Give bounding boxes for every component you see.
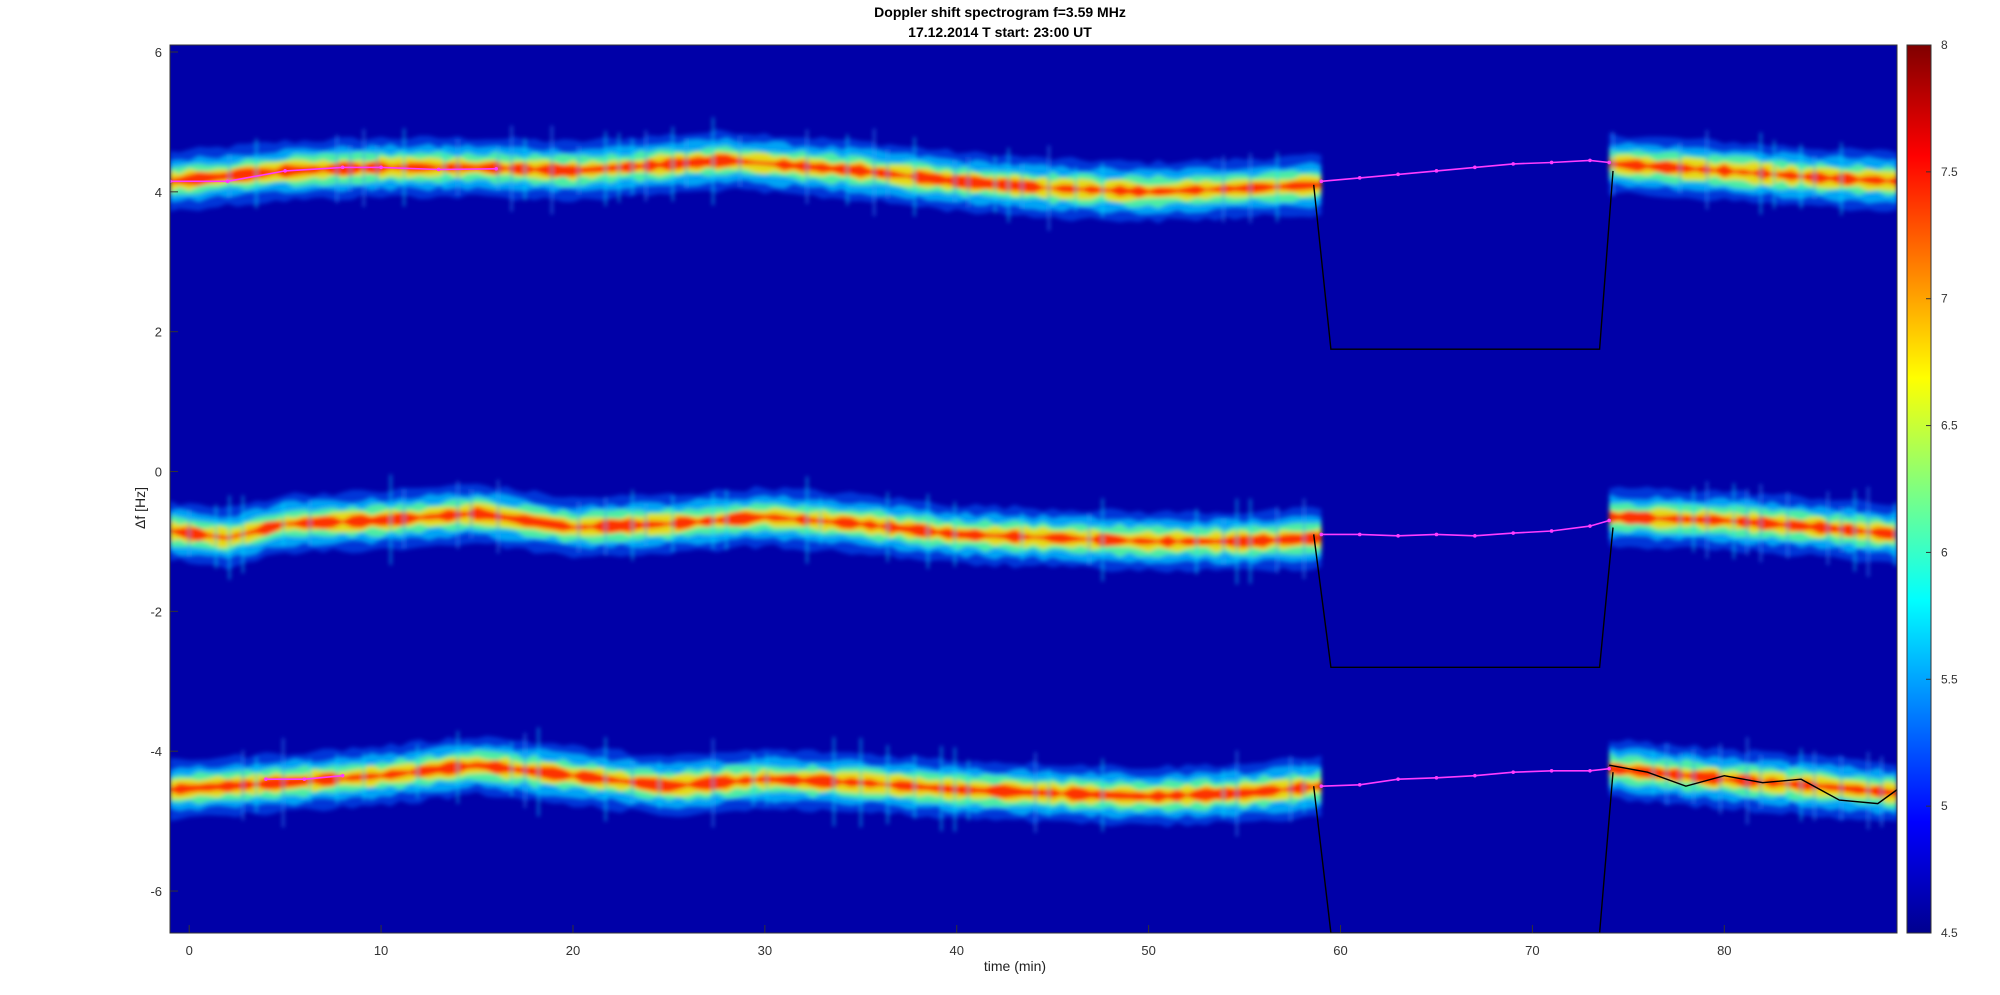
magenta-fit-point xyxy=(1549,529,1554,533)
magenta-fit-point xyxy=(436,167,441,172)
y-tick-label: 4 xyxy=(155,185,162,200)
black-outline-line xyxy=(1313,170,1614,350)
magenta-fit-point xyxy=(1511,531,1516,535)
y-tick-label: 2 xyxy=(155,325,162,340)
x-tick-label: 0 xyxy=(186,943,193,958)
magenta-fit-point xyxy=(494,166,499,171)
black-outline-line xyxy=(1313,527,1614,668)
magenta-fit-point xyxy=(1511,770,1516,774)
x-tick-label: 30 xyxy=(758,943,772,958)
magenta-fit-point xyxy=(264,777,268,781)
magenta-fit-point xyxy=(1549,160,1554,165)
magenta-fit-point xyxy=(225,179,230,184)
magenta-fit-point xyxy=(1607,766,1611,771)
colorbar-tick-label: 6 xyxy=(1941,545,1948,559)
x-tick-label: 40 xyxy=(950,943,964,958)
colorbar-tick-label: 8 xyxy=(1941,38,1948,52)
magenta-fit-point xyxy=(1473,165,1477,170)
y-tick-label: -2 xyxy=(150,604,162,619)
x-axis-label: time (min) xyxy=(983,958,1047,974)
black-outline-line xyxy=(1609,764,1897,805)
colorbar-tick-label: 4.5 xyxy=(1941,926,1958,940)
magenta-fit-point xyxy=(340,165,345,170)
magenta-fit-point xyxy=(1588,158,1592,163)
magenta-fit-point xyxy=(340,773,345,778)
plot-frame xyxy=(169,44,1898,934)
magenta-fit-point xyxy=(1473,534,1477,538)
colorbar xyxy=(1906,44,1932,934)
magenta-fit-point xyxy=(302,777,307,781)
magenta-fit-point xyxy=(1511,162,1516,166)
magenta-fit-point xyxy=(1357,176,1362,180)
colorbar-tick-label: 5.5 xyxy=(1941,672,1958,686)
magenta-fit-point xyxy=(283,169,287,173)
spectral-trace-1 xyxy=(170,474,1897,585)
y-axis-label: Δf [Hz] xyxy=(132,486,148,530)
magenta-fit-point xyxy=(379,165,383,170)
magenta-fit-point xyxy=(1319,532,1324,537)
chart-subtitle: 17.12.2014 T start: 23:00 UT xyxy=(908,24,1092,40)
colorbar-tick-label: 5 xyxy=(1941,799,1948,813)
y-tick-label: -4 xyxy=(150,744,162,759)
colorbar-tick-label: 7.5 xyxy=(1941,165,1958,179)
x-tick-label: 50 xyxy=(1141,943,1155,958)
magenta-fit-point xyxy=(1607,518,1611,523)
x-tick-label: 80 xyxy=(1717,943,1731,958)
x-tick-label: 60 xyxy=(1333,943,1347,958)
y-tick-label: -6 xyxy=(150,884,162,899)
x-tick-label: 20 xyxy=(566,943,580,958)
colorbar-tick-label: 6.5 xyxy=(1941,419,1958,433)
black-outline-line xyxy=(1313,772,1614,933)
colorbar-tick-label: 7 xyxy=(1941,292,1948,306)
x-tick-label: 70 xyxy=(1525,943,1539,958)
magenta-fit-point xyxy=(1396,534,1400,538)
magenta-fit-point xyxy=(1319,179,1324,184)
magenta-fit-point xyxy=(1357,532,1362,537)
magenta-fit-point xyxy=(1434,169,1439,173)
x-tick-label: 10 xyxy=(374,943,388,958)
magenta-fit-point xyxy=(1434,775,1439,780)
chart-title: Doppler shift spectrogram f=3.59 MHz xyxy=(874,4,1126,20)
spectral-trace-0 xyxy=(170,117,1897,231)
magenta-fit-point xyxy=(1549,768,1554,773)
magenta-fit-point xyxy=(1319,784,1324,788)
magenta-fit-point xyxy=(1607,160,1611,165)
magenta-fit-point xyxy=(1473,773,1477,778)
magenta-fit-point xyxy=(1588,524,1592,528)
y-tick-label: 6 xyxy=(155,45,162,60)
magenta-fit-point xyxy=(1396,172,1400,177)
y-tick-label: 0 xyxy=(155,465,162,480)
magenta-fit-point xyxy=(1588,768,1592,773)
magenta-fit-point xyxy=(1357,782,1362,787)
magenta-fit-point xyxy=(1396,777,1400,781)
magenta-fit-point xyxy=(1434,532,1439,537)
